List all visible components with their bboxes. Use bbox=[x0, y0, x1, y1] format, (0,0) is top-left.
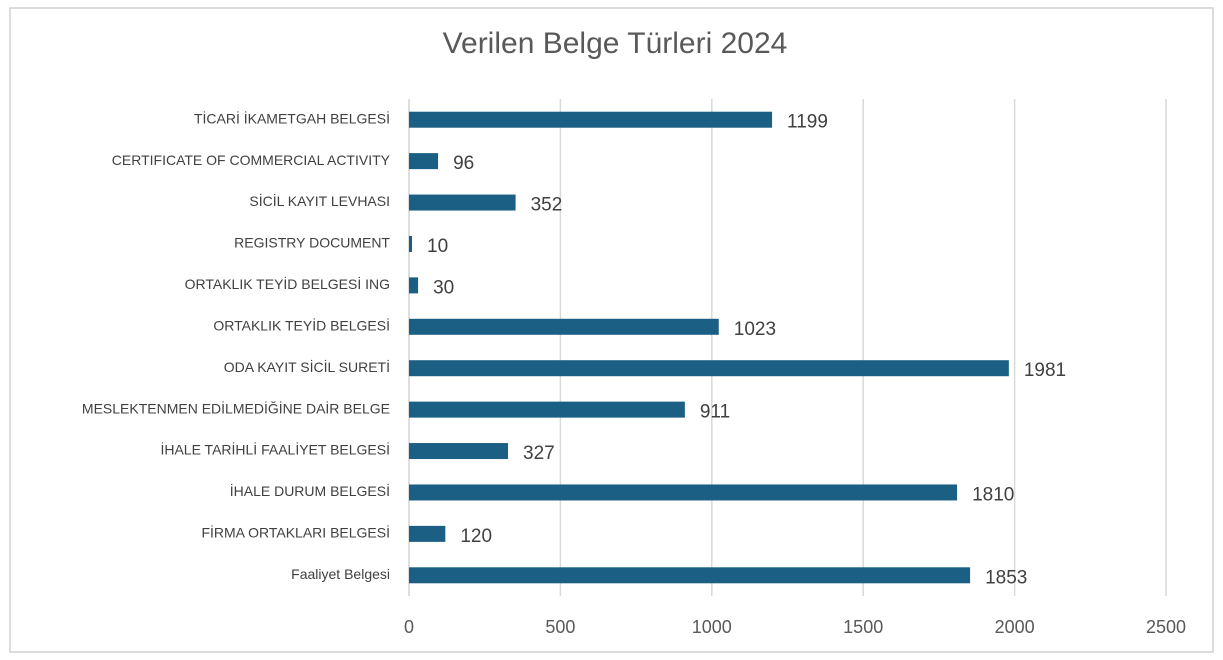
y-tick-label: ODA KAYIT SİCİL SURETİ bbox=[224, 358, 390, 375]
bar bbox=[409, 194, 516, 211]
bar bbox=[409, 277, 419, 294]
x-tick-label: 1500 bbox=[843, 617, 883, 637]
y-tick-label: ORTAKLIK TEYİD BELGESİ ING bbox=[185, 275, 390, 292]
chart-title: Verilen Belge Türleri 2024 bbox=[443, 27, 788, 60]
y-tick-label: İHALE DURUM BELGESİ bbox=[230, 482, 390, 499]
value-label: 1981 bbox=[1024, 360, 1066, 381]
y-tick-label: REGISTRY DOCUMENT bbox=[234, 235, 390, 251]
value-label: 1023 bbox=[734, 319, 776, 340]
value-label: 30 bbox=[433, 277, 454, 298]
y-tick-label: FİRMA ORTAKLARI BELGESİ bbox=[201, 524, 390, 541]
x-tick-label: 500 bbox=[545, 617, 575, 637]
value-label: 352 bbox=[531, 195, 563, 216]
bar bbox=[409, 401, 685, 418]
bar bbox=[409, 111, 773, 128]
x-tick-label: 1000 bbox=[692, 617, 732, 637]
bar bbox=[409, 360, 1009, 377]
bar bbox=[409, 484, 958, 501]
bar bbox=[409, 567, 971, 584]
y-tick-label: MESLEKTENMEN EDİLMEDİĞİNE DAİR BELGE bbox=[82, 399, 390, 416]
bar bbox=[409, 525, 446, 542]
x-tick-label: 2000 bbox=[995, 617, 1035, 637]
bar bbox=[409, 235, 413, 252]
y-tick-label: SİCİL KAYIT LEVHASI bbox=[249, 192, 390, 209]
y-tick-label: CERTIFICATE OF COMMERCIAL ACTIVITY bbox=[112, 152, 391, 168]
value-label: 1810 bbox=[972, 484, 1014, 505]
bar bbox=[409, 318, 719, 335]
value-label: 1853 bbox=[985, 567, 1027, 588]
y-tick-label: Faaliyet Belgesi bbox=[291, 566, 390, 582]
y-tick-label: TİCARİ İKAMETGAH BELGESİ bbox=[194, 109, 390, 126]
bar bbox=[409, 443, 509, 460]
value-label: 1199 bbox=[787, 112, 828, 133]
value-label: 120 bbox=[460, 526, 492, 547]
bar bbox=[409, 153, 439, 170]
y-tick-label: İHALE TARİHLİ FAALİYET BELGESİ bbox=[160, 441, 390, 458]
value-label: 911 bbox=[700, 402, 730, 423]
y-tick-label: ORTAKLIK TEYİD BELGESİ bbox=[213, 316, 390, 333]
value-label: 327 bbox=[523, 443, 555, 464]
value-label: 96 bbox=[453, 153, 474, 174]
x-tick-label: 0 bbox=[404, 617, 414, 637]
x-tick-label: 2500 bbox=[1146, 617, 1186, 637]
value-label: 10 bbox=[427, 236, 448, 257]
